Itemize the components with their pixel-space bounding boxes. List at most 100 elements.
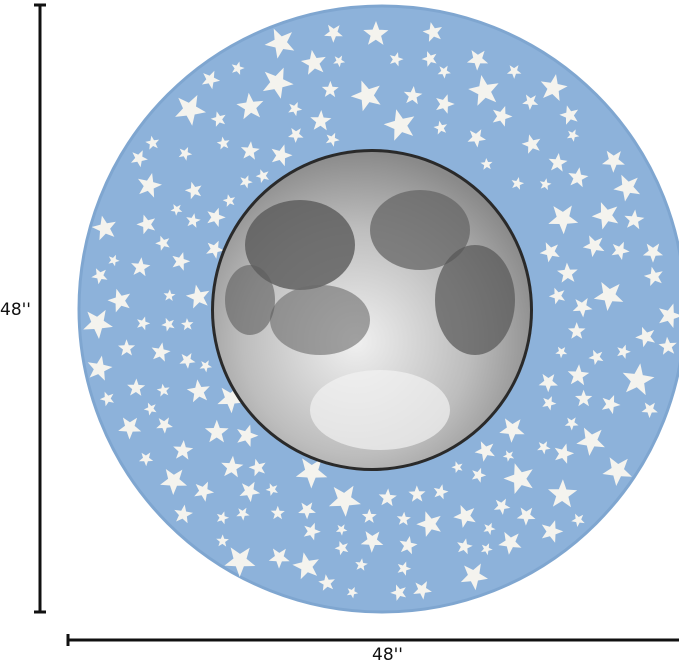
star-icon — [206, 240, 224, 259]
star-icon — [239, 175, 253, 189]
star-icon — [262, 67, 294, 99]
star-icon — [181, 318, 194, 331]
star-icon — [363, 21, 389, 45]
star-icon — [361, 508, 377, 523]
star-icon — [538, 373, 558, 393]
star-icon — [403, 86, 423, 105]
star-icon — [522, 94, 539, 111]
star-icon — [539, 178, 552, 191]
star-icon — [557, 262, 578, 283]
star-icon — [237, 424, 259, 447]
star-icon — [288, 128, 304, 143]
star-icon — [601, 395, 621, 415]
star-icon — [155, 235, 170, 251]
star-icon — [236, 507, 250, 521]
star-icon — [186, 379, 210, 403]
star-icon — [310, 110, 332, 131]
star-icon — [138, 173, 162, 198]
star-icon — [537, 441, 551, 455]
star-icon — [328, 485, 361, 517]
star-icon — [613, 174, 641, 202]
star-icon — [624, 209, 645, 230]
star-icon — [239, 481, 261, 503]
star-icon — [255, 169, 269, 183]
star-icon — [271, 144, 293, 167]
star-icon — [617, 344, 631, 359]
star-icon — [548, 479, 578, 508]
star-icon — [138, 452, 154, 467]
star-icon — [131, 150, 148, 168]
star-icon — [175, 95, 206, 126]
star-icon — [204, 419, 229, 443]
moon — [211, 149, 533, 471]
star-icon — [156, 417, 173, 434]
star-icon — [118, 417, 142, 440]
star-icon — [216, 511, 230, 525]
star-icon — [555, 346, 568, 359]
star-icon — [298, 502, 316, 520]
star-icon — [416, 511, 441, 537]
star-icon — [161, 317, 175, 332]
star-icon — [151, 342, 171, 362]
star-icon — [542, 396, 557, 411]
star-icon — [541, 520, 564, 543]
star-icon — [591, 202, 619, 230]
star-icon — [576, 427, 605, 456]
star-icon — [413, 581, 432, 600]
star-icon — [397, 561, 412, 576]
star-icon — [83, 309, 113, 339]
star-icon — [474, 441, 495, 462]
star-icon — [201, 70, 221, 90]
star-icon — [303, 522, 321, 541]
star-icon — [568, 167, 589, 188]
star-icon — [172, 252, 191, 271]
star-icon — [643, 266, 663, 286]
star-icon — [378, 488, 397, 507]
star-icon — [91, 268, 108, 285]
star-icon — [466, 50, 489, 71]
star-icon — [481, 543, 493, 556]
star-icon — [566, 129, 580, 142]
star-icon — [333, 55, 346, 68]
star-icon — [292, 552, 319, 580]
star-icon — [539, 242, 560, 263]
star-icon — [554, 443, 575, 464]
star-icon — [658, 336, 677, 355]
star-icon — [360, 531, 384, 553]
star-icon — [622, 363, 655, 396]
star-icon — [559, 105, 579, 125]
star-pattern — [83, 21, 679, 601]
star-icon — [451, 461, 463, 473]
star-icon — [325, 132, 340, 147]
star-icon — [87, 355, 113, 381]
star-icon — [231, 61, 245, 75]
star-icon — [179, 353, 196, 369]
star-icon — [567, 364, 590, 386]
star-icon — [240, 141, 260, 160]
star-icon — [288, 102, 303, 117]
star-icon — [480, 158, 493, 170]
star-icon — [383, 109, 415, 141]
star-icon — [137, 316, 151, 331]
star-icon — [224, 547, 256, 577]
star-icon — [567, 322, 586, 339]
star-icon — [548, 287, 565, 305]
star-icon — [184, 181, 202, 200]
star-icon — [145, 135, 160, 150]
star-icon — [185, 284, 210, 309]
star-icon — [399, 536, 418, 555]
star-icon — [174, 504, 193, 524]
star-icon — [408, 485, 426, 502]
star-icon — [107, 288, 131, 313]
star-icon — [265, 483, 278, 496]
star-icon — [207, 207, 226, 227]
star-icon — [572, 298, 593, 318]
star-icon — [635, 326, 655, 348]
star-icon — [593, 282, 624, 311]
star-icon — [642, 243, 663, 263]
star-icon — [199, 360, 212, 373]
star-icon — [108, 254, 120, 267]
star-icon — [194, 481, 215, 502]
star-icon — [163, 289, 176, 301]
star-icon — [571, 513, 585, 527]
